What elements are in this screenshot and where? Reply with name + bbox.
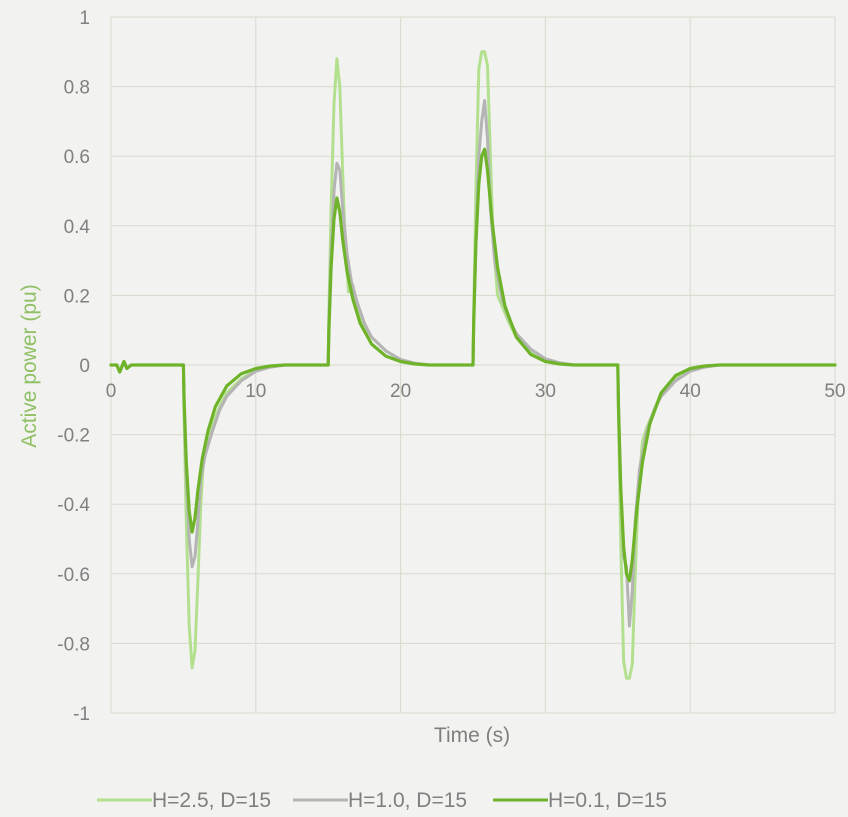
y-tick-label: 0.4 (64, 217, 91, 238)
y-tick-label: -0.4 (57, 495, 90, 516)
x-tick-label: 30 (535, 381, 556, 402)
legend-label: H=2.5, D=15 (152, 789, 271, 812)
y-tick-label: -0.8 (57, 634, 90, 655)
legend-item-1: H=2.5, D=15 (97, 789, 271, 812)
x-tick-label: 50 (824, 381, 845, 402)
legend: H=2.5, D=15 H=1.0, D=15 H=0.1, D=15 (97, 789, 667, 812)
legend-label: H=1.0, D=15 (348, 789, 467, 812)
y-tick-label: 0 (79, 356, 90, 377)
y-tick-label: 0.8 (64, 78, 90, 99)
y-tick-label: -0.6 (57, 565, 90, 586)
x-tick-label: 0 (106, 381, 117, 402)
x-tick-label: 10 (245, 381, 266, 402)
legend-item-2: H=1.0, D=15 (293, 789, 467, 812)
series-line-2 (109, 99, 837, 628)
y-tick-label: 1 (79, 8, 90, 29)
y-tick-label: 0.6 (64, 147, 90, 168)
x-tick-label: 40 (680, 381, 701, 402)
tick-labels: 1 0.8 0.6 0.4 0.2 0 -0.2 -0.4 -0.6 -0.8 -1 0 10 20 30 4… (57, 8, 845, 725)
x-axis-title: Time (s) (434, 724, 510, 747)
series-group (109, 50, 837, 680)
legend-item-3: H=0.1, D=15 (493, 789, 667, 812)
y-axis-title: Active power (pu) (18, 284, 41, 447)
y-tick-label: -0.2 (57, 426, 90, 447)
y-tick-label: -1 (73, 704, 90, 725)
y-tick-label: 0.2 (64, 286, 90, 307)
x-tick-label: 20 (390, 381, 411, 402)
series-line-3 (109, 147, 837, 583)
legend-label: H=0.1, D=15 (548, 789, 667, 812)
